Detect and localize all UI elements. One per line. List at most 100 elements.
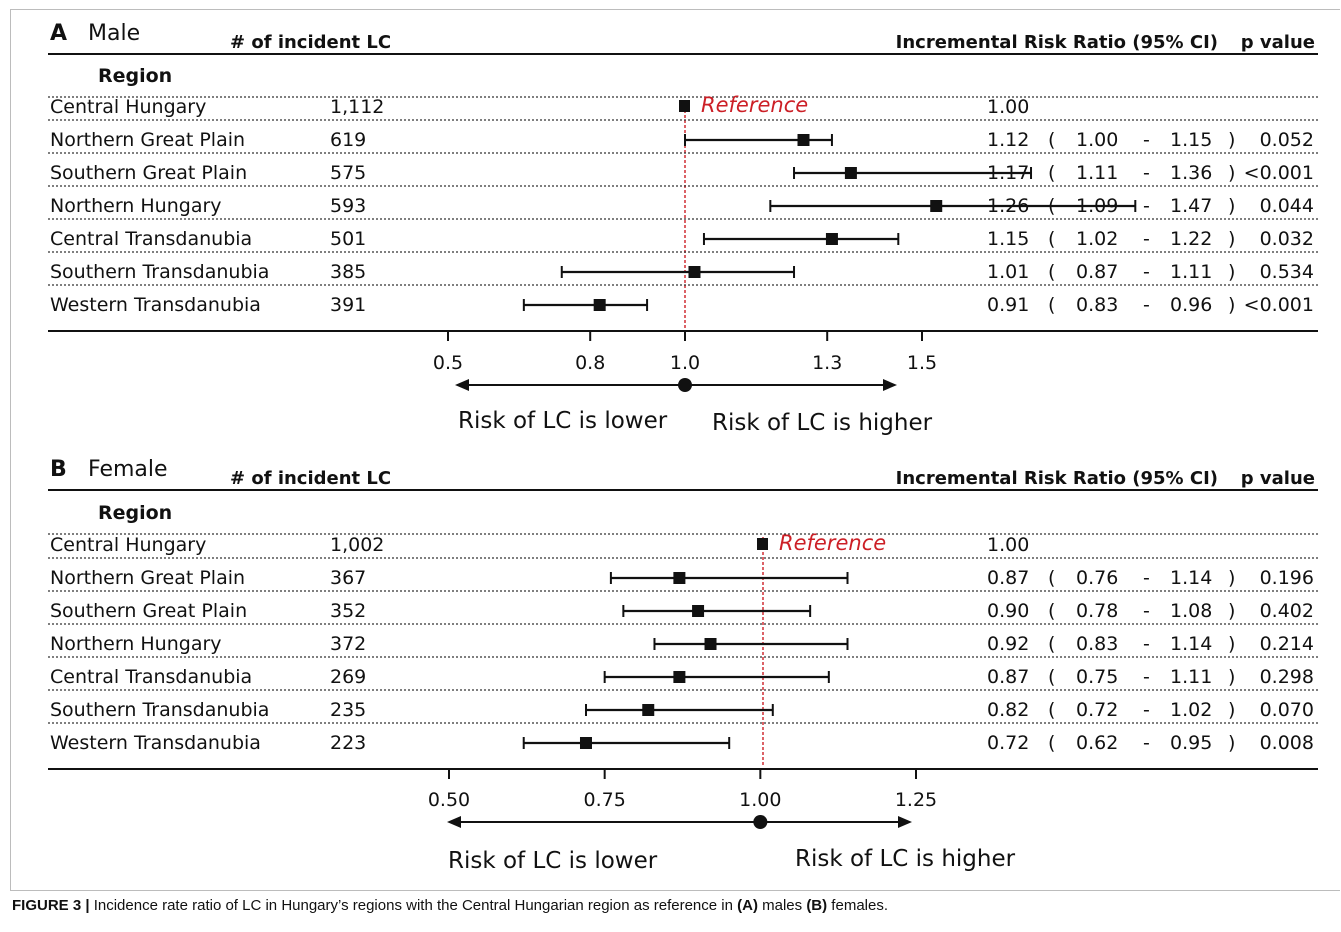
panel-a-row-3-count: 575	[330, 162, 366, 184]
caption-text-2: males	[757, 897, 807, 914]
panel-a-tick-label-1: 0.5	[433, 352, 463, 374]
panel-a-label-lower: Risk of LC is lower	[458, 408, 668, 434]
panel-b-row-4-ci-high: 1.14	[1170, 633, 1212, 655]
panel-a-row-2-marker	[797, 134, 810, 146]
panel-a-row-6-marker	[688, 266, 701, 278]
panel-b-row-3-paren-open: (	[1048, 600, 1055, 622]
panel-a-row-7-paren-open: (	[1048, 294, 1055, 316]
panel-b-row-7-paren-open: (	[1048, 732, 1055, 754]
panel-b-row-3-ci-low: 0.78	[1076, 600, 1118, 622]
panel-a-row-4-ci-high: 1.47	[1170, 195, 1212, 217]
panel-a-row-2-rr: 1.12	[987, 129, 1029, 151]
panel-b-row-5-ci-dash: -	[1143, 666, 1150, 688]
panel-b-row-6-ci-dash: -	[1143, 699, 1150, 721]
panel-b-row-7-ci-high: 0.95	[1170, 732, 1212, 754]
panel-b-row-4-ci-low: 0.83	[1076, 633, 1118, 655]
panel-a-row-3-region: Southern Great Plain	[50, 162, 247, 184]
panel-b-row-4-ci-dash: -	[1143, 633, 1150, 655]
panel-a-title: Male	[88, 21, 140, 46]
panel-a-row-5-marker	[825, 233, 838, 245]
panel-b-row-6-paren-close: )	[1228, 699, 1235, 721]
panel-b-tick-label-4: 1.25	[895, 789, 937, 811]
panel-a-tick-label-2: 0.8	[575, 352, 605, 374]
caption-text-1: Incidence rate ratio of LC in Hungary’s …	[89, 897, 738, 914]
panel-a-row-4-region: Northern Hungary	[50, 195, 222, 217]
panel-b-row-4-paren-open: (	[1048, 633, 1055, 655]
panel-a-row-7-rr: 0.91	[987, 294, 1029, 316]
panel-a-row-2-ci-high: 1.15	[1170, 129, 1212, 151]
panel-a-row-3-paren-close: )	[1228, 162, 1235, 184]
panel-a-tick-label-4: 1.3	[812, 352, 842, 374]
panel-b-row-4-p: 0.214	[1260, 633, 1314, 655]
figure-frame	[10, 9, 1340, 891]
panel-a-row-6-p: 0.534	[1260, 261, 1314, 283]
panel-b-row-3-ci-high: 1.08	[1170, 600, 1212, 622]
panel-b-row-4-region: Northern Hungary	[50, 633, 222, 655]
panel-b-label-lower: Risk of LC is lower	[448, 848, 658, 874]
panel-b-row-2-rr: 0.87	[987, 567, 1029, 589]
panel-a-row-6-count: 385	[330, 261, 366, 283]
panel-a-row-7-ci-low: 0.83	[1076, 294, 1118, 316]
panel-a-row-1-count: 1,112	[330, 96, 384, 118]
panel-a-row-5-paren-close: )	[1228, 228, 1235, 250]
panel-a-reference-label: Reference	[701, 93, 808, 117]
panel-b-row-5-ci-high: 1.11	[1170, 666, 1212, 688]
panel-a-arrowhead-right	[883, 379, 897, 391]
panel-a-row-5-rr: 1.15	[987, 228, 1029, 250]
panel-b-row-4-paren-close: )	[1228, 633, 1235, 655]
panel-b-row-7-rr: 0.72	[987, 732, 1029, 754]
panel-b-row-5-p: 0.298	[1260, 666, 1314, 688]
panel-a-header-region: Region	[98, 65, 172, 87]
panel-a-row-2-ci-low: 1.00	[1076, 129, 1118, 151]
panel-b-row-5-ci-low: 0.75	[1076, 666, 1118, 688]
panel-a-row-5-count: 501	[330, 228, 366, 250]
panel-b-row-4-marker	[704, 638, 717, 650]
panel-b-row-3-ci-dash: -	[1143, 600, 1150, 622]
panel-b-row-3-region: Southern Great Plain	[50, 600, 247, 622]
panel-b-reference-label: Reference	[779, 531, 886, 555]
panel-a-row-2-paren-close: )	[1228, 129, 1235, 151]
panel-b-label-higher: Risk of LC is higher	[795, 846, 1016, 872]
panel-b-title: Female	[88, 457, 168, 482]
panel-a-row-4-p: 0.044	[1260, 195, 1314, 217]
panel-a-row-6-ci-high: 1.11	[1170, 261, 1212, 283]
panel-a-row-5-region: Central Transdanubia	[50, 228, 252, 250]
panel-b-row-1-marker	[757, 538, 768, 550]
panel-b-row-4-rr: 0.92	[987, 633, 1029, 655]
panel-b-row-7-marker	[579, 737, 592, 749]
caption-label: FIGURE 3 |	[12, 897, 90, 914]
panel-a-row-3-p: <0.001	[1244, 162, 1314, 184]
panel-a-row-3-ci-high: 1.36	[1170, 162, 1212, 184]
panel-b-row-2-paren-close: )	[1228, 567, 1235, 589]
panel-b-row-2-region: Northern Great Plain	[50, 567, 245, 589]
panel-b-row-7-region: Western Transdanubia	[50, 732, 261, 754]
panel-a-label-higher: Risk of LC is higher	[712, 410, 933, 436]
panel-a-header-count: # of incident LC	[230, 32, 391, 53]
panel-b-header-count: # of incident LC	[230, 468, 391, 489]
forest-plot-figure: A Male # of incident LC Incremental Risk Ra…	[48, 21, 1318, 874]
panel-a-row-2-paren-open: (	[1048, 129, 1055, 151]
panel-a-letter: A	[50, 21, 67, 46]
panel-a-row-7-region: Western Transdanubia	[50, 294, 261, 316]
panel-a-row-1-region: Central Hungary	[50, 96, 206, 118]
panel-b-row-2-p: 0.196	[1260, 567, 1314, 589]
figure-caption: FIGURE 3 | Incidence rate ratio of LC in…	[12, 897, 1332, 914]
panel-b-row-6-region: Southern Transdanubia	[50, 699, 269, 721]
panel-a-row-7-count: 391	[330, 294, 366, 316]
panel-a-row-4-count: 593	[330, 195, 366, 217]
panel-b-row-2-ci-dash: -	[1143, 567, 1150, 589]
panel-a-row-6-region: Southern Transdanubia	[50, 261, 269, 283]
panel-a-tick-label-3: 1.0	[670, 352, 700, 374]
panel-a-row-6-ci-dash: -	[1143, 261, 1150, 283]
panel-a-row-4-marker	[930, 200, 943, 212]
panel-a-row-7-p: <0.001	[1244, 294, 1314, 316]
panel-b-row-3-count: 352	[330, 600, 366, 622]
panel-a-row-6-rr: 1.01	[987, 261, 1029, 283]
panel-a-row-4-paren-close: )	[1228, 195, 1235, 217]
panel-a-row-7-marker	[593, 299, 606, 311]
panel-a-header-ratio: Incremental Risk Ratio (95% CI)	[896, 32, 1218, 53]
panel-b-tick-label-2: 0.75	[584, 789, 626, 811]
panel-b-row-7-count: 223	[330, 732, 366, 754]
panel-a-row-5-ci-high: 1.22	[1170, 228, 1212, 250]
panel-b-tick-label-1: 0.50	[428, 789, 470, 811]
